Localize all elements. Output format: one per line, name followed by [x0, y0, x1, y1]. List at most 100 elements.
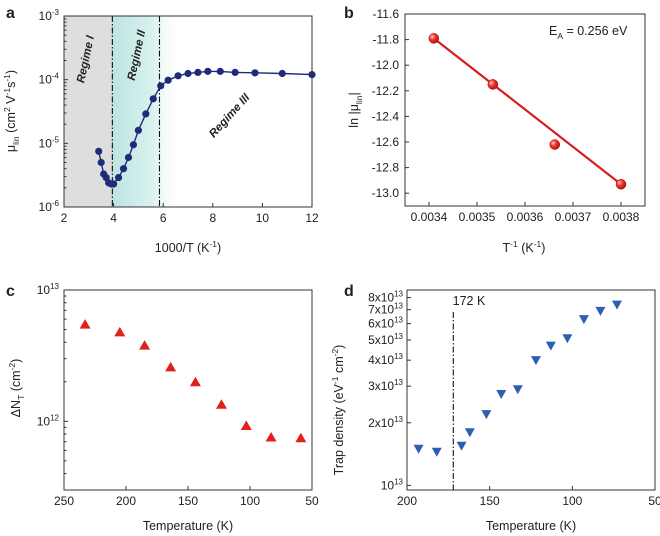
mobility-point	[114, 173, 123, 182]
x-tick-label: 50	[648, 494, 660, 508]
y-tick-label: -12.2	[372, 84, 400, 98]
arrhenius-fit-line	[433, 37, 622, 186]
mobility-point	[119, 165, 128, 173]
panel-c-ylabel: ΔNT (cm-2)	[7, 359, 26, 418]
mobility-point	[174, 72, 182, 80]
y-tick-label: -11.8	[373, 33, 400, 47]
y-tick-label: 1013	[37, 282, 60, 297]
mobility-point	[129, 141, 138, 149]
y-tick-label: 8x1013	[368, 290, 403, 305]
y-tick-label: 5x1013	[368, 332, 403, 347]
trap-density-point	[530, 356, 541, 366]
activation-energy-annotation: EA = 0.256 eV	[549, 24, 628, 41]
x-tick-label: 100	[562, 494, 582, 508]
y-tick-label: -12.8	[372, 161, 400, 175]
trap-density-point	[481, 410, 492, 420]
panel-c-xlabel: Temperature (K)	[143, 519, 233, 533]
y-tick-label: -12.4	[372, 109, 400, 123]
trap-density-point	[578, 315, 589, 325]
y-tick-label: 1013	[381, 477, 404, 492]
mobility-point	[184, 69, 192, 78]
trap-number-point	[79, 319, 91, 329]
panel-d-letter: d	[344, 283, 354, 300]
trap-number-point	[295, 432, 307, 443]
panel-d-trap-density-chart: d 200 150 100 50 1013 2x1013 3x1013 4x1013 5x101…	[330, 283, 660, 533]
x-tick-label: 4	[110, 211, 117, 225]
mobility-point	[251, 69, 259, 77]
x-tick-label: 200	[397, 494, 417, 508]
temperature-marker-annotation: 172 K	[453, 294, 486, 308]
trap-density-point	[413, 444, 424, 454]
y-tick-label: -13.0	[372, 186, 400, 200]
x-tick-label: 12	[305, 211, 319, 225]
panel-c-frame	[63, 289, 313, 491]
x-tick-label: 2	[61, 211, 68, 225]
trap-number-series	[79, 319, 307, 443]
y-tick-label: 3x1013	[368, 378, 403, 393]
y-tick-label: 10-5	[39, 135, 60, 150]
trap-density-point	[562, 334, 573, 344]
x-tick-label: 150	[480, 494, 500, 508]
trap-density-point	[611, 300, 622, 310]
x-tick-label: 0.0035	[459, 210, 496, 224]
mobility-point	[134, 126, 142, 134]
trap-number-point	[265, 431, 277, 442]
mobility-point	[164, 76, 172, 84]
x-tick-label: 6	[160, 211, 167, 225]
x-tick-label: 150	[178, 494, 198, 508]
trap-density-point	[456, 441, 467, 451]
mobility-point	[95, 147, 103, 155]
mobility-point	[216, 67, 224, 75]
x-tick-label: 0.0038	[603, 210, 640, 224]
mobility-point	[278, 69, 286, 78]
arrhenius-point	[428, 33, 440, 44]
mobility-point	[97, 158, 105, 167]
mobility-point	[124, 153, 133, 162]
trap-number-point	[165, 361, 177, 372]
y-tick-label: 10-3	[39, 8, 60, 23]
trap-number-point	[240, 420, 252, 430]
y-tick-label: 1012	[37, 413, 60, 428]
panel-b-arrhenius-chart: b 0.0034 0.0035 0.0036 0.0037 0.0038 -11.6 -11…	[344, 5, 646, 255]
panel-b-xlabel: T-1 (K-1)	[503, 239, 546, 255]
y-tick-label: -12.0	[372, 58, 400, 72]
mobility-point	[149, 95, 157, 103]
mobility-point	[231, 68, 239, 77]
arrhenius-point	[549, 139, 561, 150]
y-tick-label: 10-4	[39, 72, 60, 87]
x-tick-label: 200	[116, 494, 136, 508]
y-tick-label: 2x1013	[368, 415, 403, 430]
trap-density-point	[512, 385, 523, 395]
trap-density-point	[545, 341, 556, 351]
mobility-point	[194, 68, 202, 77]
x-tick-label: 10	[256, 211, 270, 225]
mobility-point	[204, 67, 212, 75]
trap-number-point	[139, 340, 151, 350]
panel-a-xlabel: 1000/T (K-1)	[155, 239, 221, 255]
regime-label: Regime III	[207, 91, 253, 140]
x-tick-label: 8	[209, 211, 216, 225]
y-tick-label: 7x1013	[368, 302, 403, 317]
panel-c-trap-number-chart: c 250 200 150 100 50 1012 1013 Temperature (K)…	[6, 282, 319, 533]
mobility-series	[95, 67, 316, 188]
trap-density-point	[464, 428, 475, 438]
x-tick-label: 0.0037	[555, 210, 592, 224]
mobility-point	[142, 110, 150, 118]
panel-a-frame	[63, 15, 313, 208]
x-tick-label: 250	[54, 494, 74, 508]
arrhenius-series	[428, 33, 627, 190]
trap-number-point	[215, 399, 227, 409]
arrhenius-point	[615, 178, 627, 190]
x-tick-label: 0.0036	[507, 210, 544, 224]
x-tick-label: 0.0034	[411, 210, 448, 224]
panel-a-letter: a	[6, 5, 15, 22]
x-tick-label: 100	[240, 494, 260, 508]
x-tick-label: 50	[305, 494, 319, 508]
panel-b-letter: b	[344, 5, 354, 22]
panel-b-ylabel: ln |μlin|	[347, 92, 364, 127]
trap-density-point	[431, 447, 442, 457]
trap-density-point	[496, 390, 507, 400]
trap-density-point	[595, 306, 606, 316]
